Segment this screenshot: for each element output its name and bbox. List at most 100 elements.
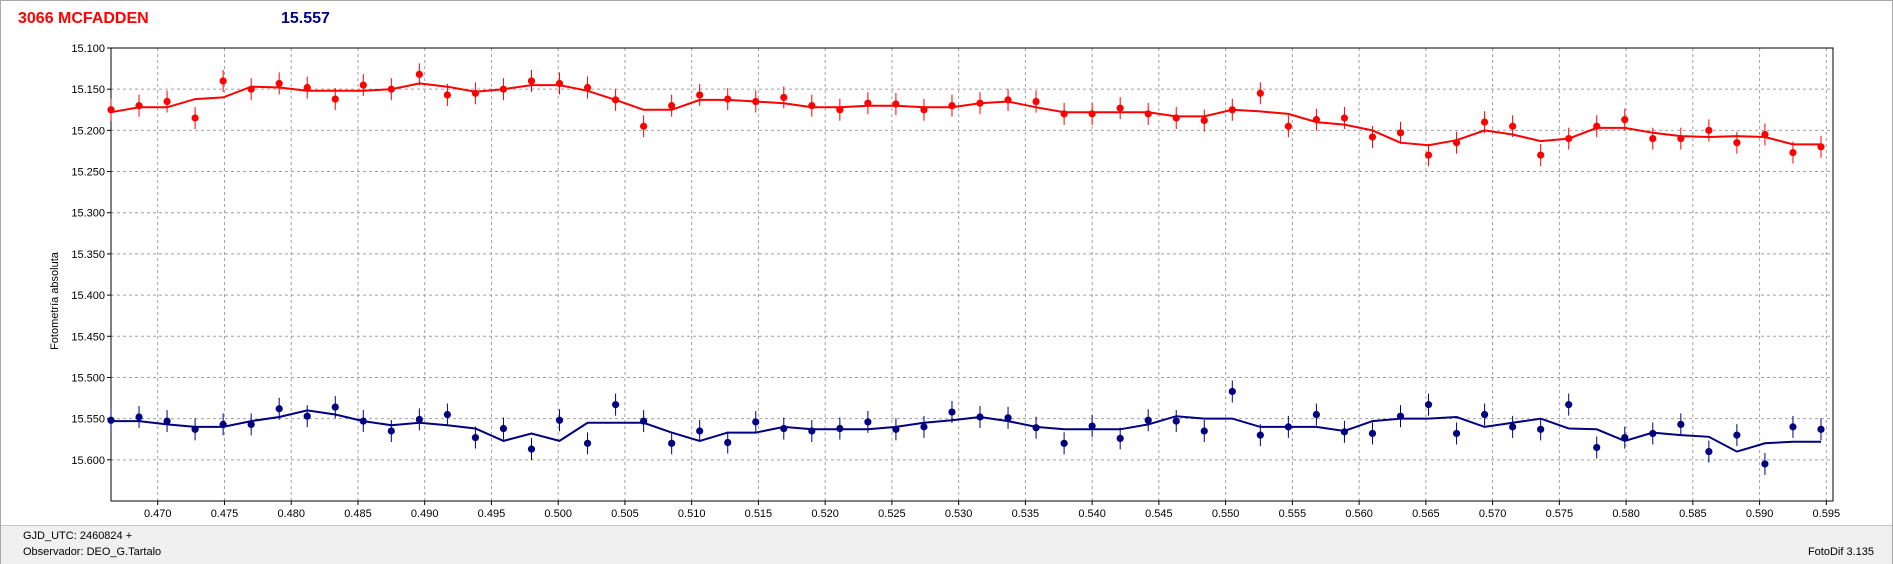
series-1-point (1677, 420, 1685, 429)
series-1-point (1480, 410, 1489, 419)
series-1-point (1705, 447, 1713, 456)
series-0-point (640, 122, 648, 130)
object-name-label: 3066 MCFADDEN (18, 10, 149, 27)
series-0-point (724, 95, 732, 103)
y-tick-label: 15.400 (71, 290, 105, 302)
series-0-point (696, 91, 704, 99)
series-0-point (1424, 151, 1433, 159)
series-0-point (1172, 114, 1180, 122)
series-1-point (1060, 439, 1068, 447)
series-1-point (1565, 401, 1573, 409)
series-0-point (780, 93, 788, 102)
series-0-point (1705, 126, 1713, 134)
x-tick-label: 0.495 (478, 508, 506, 520)
series-1-point (359, 417, 367, 425)
series-0-point (892, 100, 900, 108)
series-0-point (1733, 139, 1741, 147)
x-tick-label: 0.530 (945, 508, 973, 520)
series-0-point (1284, 122, 1292, 130)
x-tick-label: 0.510 (678, 508, 706, 520)
series-0-point (107, 106, 115, 114)
series-1-point (780, 424, 788, 433)
series-1-point (1172, 417, 1180, 425)
series-1-point (387, 427, 395, 435)
series-0-point (1537, 151, 1545, 159)
series-0-point (1088, 110, 1096, 118)
x-tick-label: 0.560 (1345, 508, 1373, 520)
x-tick-label: 0.595 (1813, 508, 1841, 520)
series-1-point (1368, 429, 1377, 438)
series-0-point (163, 97, 171, 106)
series-0-point (1509, 122, 1517, 130)
series-0-point (1480, 118, 1489, 126)
x-tick-label: 0.490 (411, 508, 439, 520)
series-1-point (527, 445, 536, 453)
y-tick-label: 15.350 (71, 249, 105, 261)
y-tick-label: 15.450 (71, 331, 105, 343)
series-0-point (1761, 130, 1769, 139)
series-1-point (696, 427, 704, 435)
series-1-point (1537, 425, 1545, 433)
series-0-point (1593, 122, 1601, 130)
series-1-point (303, 412, 311, 420)
series-1-point (1593, 443, 1601, 452)
series-1-point (864, 418, 872, 426)
y-tick-label: 15.100 (71, 43, 105, 55)
series-1-point (1649, 429, 1657, 438)
series-0-point (331, 95, 339, 103)
version-label: FotoDif 3.135 (1807, 546, 1874, 558)
series-0-point (555, 79, 564, 88)
series-1-point (1452, 429, 1461, 438)
series-0-point (303, 83, 311, 92)
series-0-point (387, 85, 395, 93)
series-1-point (1004, 414, 1012, 422)
series-0-point (1200, 116, 1208, 125)
series-0-point (443, 91, 451, 99)
series-1-point (1200, 427, 1208, 435)
series-1-point (920, 423, 928, 431)
series-0-point (1060, 110, 1068, 118)
series-0-point (1649, 135, 1657, 143)
series-0-point (471, 89, 480, 97)
series-0-fit-line (110, 82, 1821, 147)
series-1-point (1733, 431, 1741, 439)
x-tick-label: 0.470 (144, 508, 172, 520)
series-1-point (275, 405, 283, 413)
series-0-point (920, 106, 928, 114)
light-curve-chart: 15.100 15.150 15.200 15.250 15.300 15.350 15.4… (71, 43, 1841, 520)
series-0-point (1396, 129, 1405, 137)
series-0-point (1368, 133, 1377, 141)
series-0-point (1116, 104, 1124, 112)
series-1-point (471, 433, 480, 442)
y-tick-label: 15.300 (71, 208, 105, 220)
series-1-point (247, 420, 255, 429)
plot-area (111, 48, 1833, 501)
series-1-point (1088, 422, 1096, 430)
series-0-point (275, 79, 283, 88)
y-tick-label: 15.150 (71, 84, 105, 96)
series-1-point (1789, 423, 1797, 431)
series-0-point (808, 102, 816, 110)
series-1-point (892, 425, 900, 433)
series-1-point (1144, 416, 1152, 424)
series-1-point (1817, 425, 1825, 433)
series-1-point (1340, 428, 1349, 436)
series-1-point (1396, 412, 1405, 420)
series-1-point (668, 439, 676, 447)
x-tick-label: 0.550 (1212, 508, 1240, 520)
series-1-point (1228, 387, 1236, 396)
x-tick-label: 0.525 (878, 508, 906, 520)
x-tick-label: 0.485 (344, 508, 372, 520)
y-tick-label: 15.600 (71, 455, 105, 467)
x-tick-label: 0.575 (1546, 508, 1574, 520)
y-tick-label: 15.200 (71, 125, 105, 137)
series-0-point (948, 102, 956, 110)
series-1-point (219, 420, 227, 429)
series-1-point (1312, 410, 1320, 419)
series-0-point (583, 83, 592, 92)
x-tick-label: 0.590 (1746, 508, 1774, 520)
plot-border (110, 47, 1834, 502)
series-0-point (1312, 116, 1320, 124)
series-0-point (1228, 106, 1236, 114)
